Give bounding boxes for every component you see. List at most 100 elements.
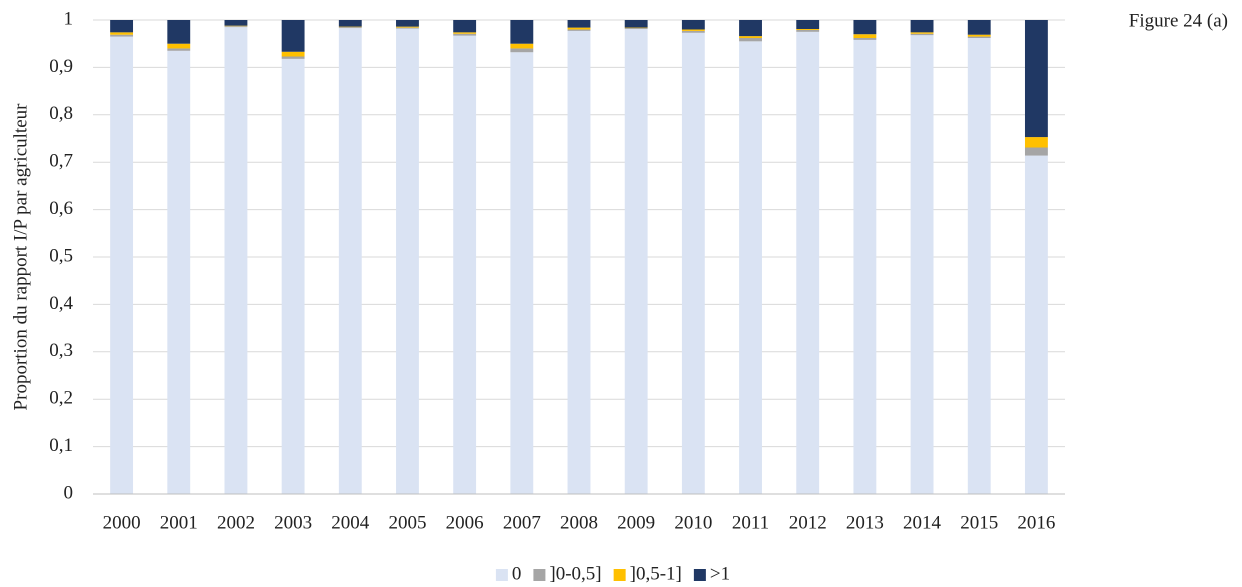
bar-segment [281,20,305,52]
legend-label: ]0,5-1] [630,563,682,584]
bar-segment [1024,155,1048,494]
bar-segment [681,29,705,31]
legend-swatch [533,569,546,581]
bar-segment [281,51,305,57]
bar-segment [624,28,648,30]
bar-segment [167,43,191,49]
x-tick-label: 2005 [388,512,426,533]
y-tick-label: 0,6 [49,198,73,219]
bar-segment [967,38,991,495]
legend-swatch [495,569,508,581]
bar-segment [910,35,934,494]
x-tick-label: 2004 [331,512,370,533]
bar-segment [110,20,134,33]
bar-segment [167,50,191,495]
x-tick-label: 2016 [1017,512,1055,533]
bar-segment [967,36,991,39]
bar-segment [796,31,820,494]
bar-segment [567,30,591,494]
bar-segment [853,39,877,495]
bar-segment [510,52,534,495]
y-tick-label: 0,7 [49,151,73,172]
y-tick-label: 0,8 [49,103,73,124]
x-tick-label: 2009 [617,512,655,533]
bar-segment [624,29,648,494]
x-tick-label: 2000 [103,512,141,533]
y-tick-label: 0,3 [49,340,73,361]
bar-segment [967,34,991,37]
x-tick-label: 2013 [846,512,884,533]
bar-segment [910,20,934,33]
y-tick-label: 0,2 [49,388,73,409]
x-tick-label: 2015 [960,512,998,533]
bar-segment [624,20,648,28]
bar-segment [167,48,191,51]
bar-segment [739,20,762,37]
y-tick-label: 1 [64,8,74,29]
legend-label: >1 [710,563,730,584]
bar-segment [338,27,362,29]
bar-segment [853,38,877,40]
bar-segment [396,27,419,29]
bar-segment [396,26,419,28]
bar-segment [796,29,820,30]
bar-segment [110,36,134,495]
x-tick-label: 2010 [674,512,712,533]
bar-segment [1024,20,1048,138]
bar-segment [739,36,762,39]
x-tick-label: 2006 [446,512,484,533]
bar-segment [739,38,762,42]
bar-segment [224,27,248,495]
bar-segment [110,34,134,37]
bar-segment [338,20,362,27]
x-tick-label: 2011 [732,512,769,533]
bar-segment [453,35,477,494]
bar-segment [567,29,591,31]
bar-segment [510,48,534,53]
bar-segment [567,20,591,28]
bar-segment [224,26,248,28]
bar-segment [396,20,419,27]
bar-segment [910,32,934,34]
legend-label: 0 [512,563,522,584]
bar-segment [567,27,591,30]
bar-segment [453,33,477,36]
bar-segment [853,20,877,35]
annotation: Figure 24 (a) [1129,10,1228,31]
bar-segment [967,20,991,35]
bar-segment [338,28,362,494]
y-tick-label: 0 [64,482,74,503]
x-tick-label: 2014 [903,512,942,533]
legend-label: ]0-0,5] [549,563,601,584]
y-tick-label: 0,9 [49,56,73,77]
y-tick-label: 0,5 [49,245,73,266]
x-tick-label: 2001 [160,512,198,533]
bar-segment [453,32,477,34]
legend-swatch [613,569,626,581]
x-tick-label: 2002 [217,512,255,533]
bar-segment [739,41,762,494]
bar-segment [681,20,705,30]
bar-segment [110,32,134,35]
bar-segment [396,28,419,494]
x-tick-label: 2003 [274,512,312,533]
y-tick-label: 0,4 [49,293,73,314]
y-axis-label: Proportion du rapport I/P par agriculteu… [10,103,31,411]
bar-segment [681,32,705,494]
legend-swatch [693,569,706,581]
bar-segment [510,20,534,44]
bar-segment [1024,147,1048,156]
bar-segment [853,34,877,39]
x-tick-label: 2008 [560,512,598,533]
bar-segment [796,29,820,32]
bar-segment [281,56,305,59]
x-tick-label: 2007 [503,512,541,533]
bar-segment [224,20,248,26]
bar-segment [281,58,305,494]
bar-segment [510,43,534,49]
bar-segment [796,20,820,30]
y-tick-label: 0,1 [49,435,73,456]
x-tick-label: 2012 [789,512,827,533]
bar-segment [681,30,705,33]
